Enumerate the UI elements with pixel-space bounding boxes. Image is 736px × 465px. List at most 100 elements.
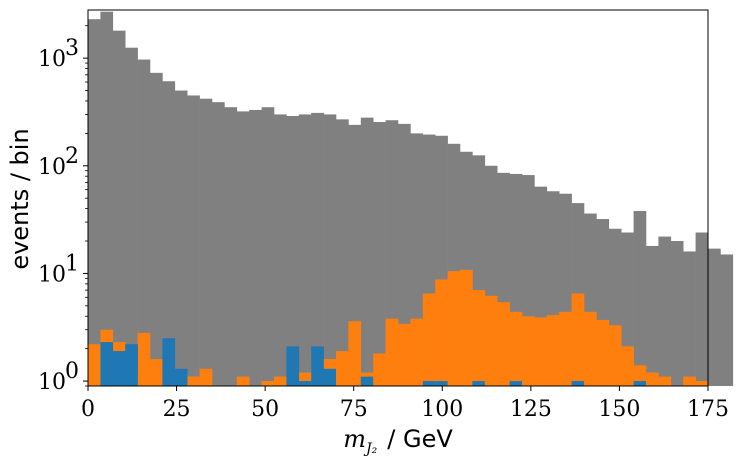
background-bar (298, 114, 312, 387)
orange-bar (137, 332, 151, 386)
background-bar (286, 116, 300, 387)
orange-bar (509, 311, 523, 386)
signal-orange-bars (88, 269, 709, 386)
orange-bar (398, 323, 411, 386)
x-axis-label-unit: / GeV (387, 425, 453, 453)
background-bar (695, 232, 709, 386)
y-tick-exponent: 0 (65, 359, 79, 384)
background-bar (348, 124, 362, 386)
blue-bar (571, 381, 584, 386)
orange-bar (88, 344, 101, 386)
blue-bar (323, 368, 336, 386)
background-bar (174, 90, 188, 386)
x-tick-label: 175 (687, 397, 729, 422)
blue-bar (509, 381, 522, 386)
blue-bar (472, 381, 485, 386)
background-bar (137, 59, 151, 386)
blue-bar (100, 342, 114, 386)
orange-bar (621, 346, 634, 386)
y-tick-exponent: 3 (65, 36, 79, 61)
orange-bar (571, 293, 585, 386)
orange-bar (261, 381, 275, 386)
blue-bar (286, 346, 300, 386)
orange-bar (150, 359, 163, 386)
blue-bar (422, 381, 436, 386)
x-axis-label: mJ₂ / GeV (343, 425, 453, 457)
x-tick-label: 150 (598, 397, 640, 422)
x-tick-label: 50 (251, 397, 279, 422)
y-tick-label: 10 (38, 47, 66, 72)
blue-bar (162, 338, 176, 386)
y-tick-exponent: 2 (65, 144, 79, 169)
orange-bar (460, 269, 473, 386)
orange-bar (274, 376, 287, 386)
background-bar (100, 11, 114, 387)
background-bar (683, 251, 696, 386)
background-bar (261, 107, 275, 386)
blue-bar (298, 381, 312, 386)
x-tick-label: 125 (510, 397, 552, 422)
x-axis-label-subscript: J₂ (363, 441, 378, 457)
background-bar (112, 30, 126, 387)
background-bar (336, 119, 349, 387)
background-bar (658, 236, 672, 386)
background-bar (150, 72, 163, 387)
orange-bar (683, 376, 696, 386)
orange-bar (336, 351, 349, 386)
orange-bar (348, 321, 362, 386)
orange-bar (497, 302, 510, 386)
blue-bar (435, 381, 448, 386)
background-bar (708, 248, 721, 386)
background-bar (373, 122, 386, 386)
background-bar (199, 98, 213, 387)
background-bar (236, 111, 250, 386)
y-axis-label: events / bin (6, 128, 34, 269)
orange-bar (484, 295, 498, 386)
orange-bar (534, 317, 548, 386)
orange-bar (435, 279, 448, 386)
orange-bar (584, 311, 597, 386)
background-bar (88, 19, 101, 386)
background-bar (398, 123, 411, 386)
orange-bar (187, 376, 200, 386)
orange-bar (410, 318, 424, 386)
background-bar (125, 47, 138, 386)
x-tick-label: 25 (163, 397, 191, 422)
orange-bar (596, 319, 610, 386)
background-bar (360, 117, 374, 387)
y-tick-label: 10 (38, 370, 66, 395)
background-bar (670, 241, 684, 386)
background-bars (88, 11, 734, 387)
signal-blue-bars (100, 338, 646, 386)
x-tick-label: 0 (81, 397, 95, 422)
x-axis-label-math: m (343, 425, 366, 453)
background-bar (274, 114, 287, 387)
background-bar (249, 109, 262, 387)
background-bar (633, 211, 647, 386)
x-tick-label: 100 (421, 397, 463, 422)
blue-bar (112, 351, 126, 386)
background-bar (646, 245, 659, 386)
orange-bar (422, 293, 436, 386)
background-bar (187, 95, 200, 386)
blue-bar (174, 368, 188, 386)
x-axis-ticks: 0 25 50 75 100 125 150 175 (81, 386, 729, 422)
orange-bar (559, 311, 572, 386)
background-bar (212, 102, 225, 386)
y-tick-exponent: 1 (65, 251, 79, 276)
blue-bar (633, 381, 646, 386)
orange-bar (385, 318, 399, 386)
orange-bar (695, 381, 709, 386)
blue-bar (360, 376, 374, 386)
background-bar (720, 254, 734, 386)
background-bar (224, 107, 238, 386)
orange-bar (447, 271, 461, 386)
x-tick-label: 75 (340, 397, 368, 422)
orange-bar (522, 316, 535, 386)
orange-bar (199, 368, 213, 386)
orange-bar (546, 315, 560, 386)
y-tick-label: 10 (38, 262, 66, 287)
orange-bar (236, 376, 250, 386)
